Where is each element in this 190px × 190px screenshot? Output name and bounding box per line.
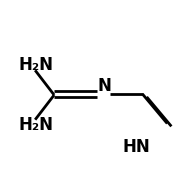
Text: HN: HN [123, 138, 151, 156]
Text: H₂N: H₂N [18, 116, 53, 134]
Text: N: N [97, 77, 111, 95]
Text: H₂N: H₂N [18, 56, 53, 74]
